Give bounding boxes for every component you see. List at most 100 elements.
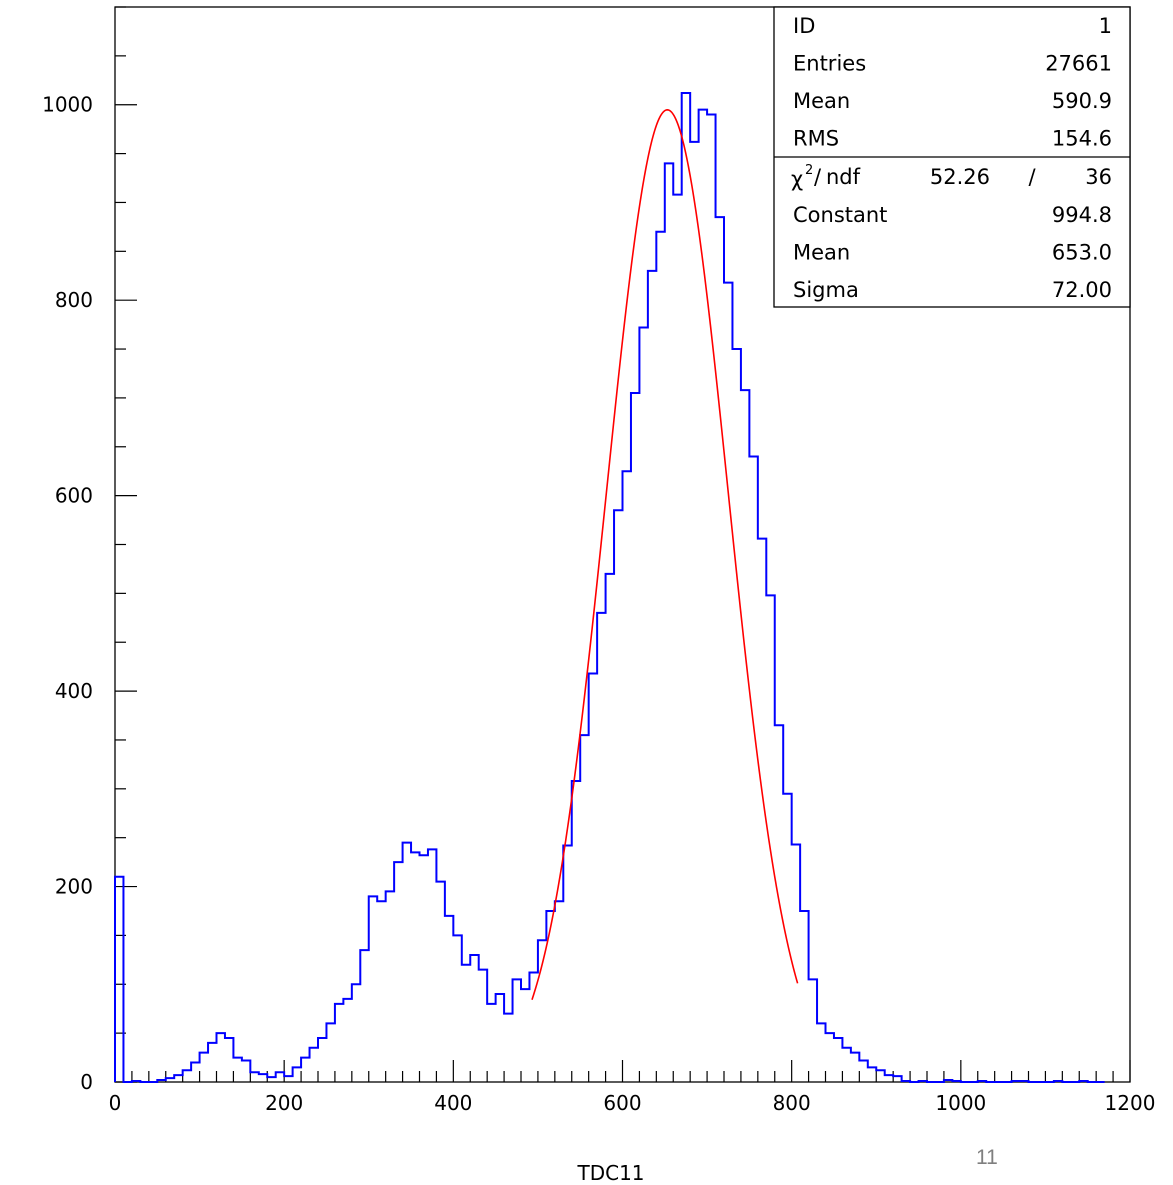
histogram-bin [826,1033,834,1082]
x-axis-ticks: 0 200 400 600 800 1000 1200 [109,1060,1156,1115]
histogram-bin [318,1038,326,1082]
histogram-bin [225,1038,233,1082]
histogram-bin [403,843,411,1082]
histogram-bin [521,989,529,1082]
stats-row-label: Entries [793,52,866,76]
histogram-bin [817,1023,825,1082]
histogram-bin [606,574,614,1082]
x-tick-label: 600 [603,1091,641,1115]
histogram-bin [250,1072,258,1082]
histogram-bin [631,393,639,1082]
fit-row-value: 653.0 [1052,241,1112,265]
histogram-bin [360,950,368,1082]
y-tick-label: 200 [55,875,93,899]
histogram-bin [724,283,732,1082]
histogram-bin [259,1074,267,1082]
x-tick-label: 400 [434,1091,472,1115]
histogram-bin [462,965,470,1082]
histogram-bin [200,1053,208,1082]
histogram-bin [623,471,631,1082]
histogram-bin [343,999,351,1082]
histogram-bin [191,1062,199,1082]
histogram-bin [335,1004,343,1082]
histogram-bin [555,901,563,1082]
y-tick-label: 800 [55,288,93,312]
histogram-line [114,92,1105,1083]
histogram-bin [732,349,740,1082]
histogram-bin [504,1014,512,1082]
chi2-symbol: χ [791,167,803,191]
fit-row-label: Mean [793,241,850,265]
histogram-bin [183,1070,191,1082]
histogram-bin [411,852,419,1082]
histogram-bin [546,911,554,1082]
x-tick-label: 200 [265,1091,303,1115]
histogram-bin [699,110,707,1082]
chi2-ndf-separator: / [1028,165,1036,189]
histogram-bin [377,901,385,1082]
histogram-bin [386,891,394,1082]
x-tick-label: 1200 [1105,1091,1156,1115]
stats-row-value: 590.9 [1052,89,1112,113]
histogram-bin [716,217,724,1082]
histogram-bin [707,115,715,1083]
histogram-bin [766,595,774,1082]
stats-box: ID 1 Entries 27661 Mean 590.9 RMS 154.6 χ 2 ndf… [773,6,1131,308]
histogram-bin [293,1067,301,1082]
histogram-bin [420,855,428,1082]
histogram-bin [208,1043,216,1082]
x-axis-title: TDC11 [576,1161,644,1185]
histogram-bin [242,1061,250,1083]
histogram-bin [834,1038,842,1082]
histogram-bin [496,994,504,1082]
histogram-bin [842,1048,850,1082]
histogram-bin [682,93,690,1082]
histogram-bin [580,735,588,1082]
stats-row-label: ID [793,14,815,38]
histogram-bin [487,1004,495,1082]
histogram-bin [301,1058,309,1082]
histogram-bin [276,1072,284,1082]
stats-rows: ID 1 Entries 27661 Mean 590.9 RMS 154.6 [793,14,1112,151]
slide-number: 11 [976,1146,998,1169]
histogram-bin [589,674,597,1083]
y-tick-label: 1000 [42,93,93,117]
y-axis-ticks: 0 200 400 600 800 1000 [42,6,137,1094]
histogram-bin [470,955,478,1082]
histogram-bin [597,613,605,1082]
histogram-bin [868,1067,876,1082]
gaussian-fit-curve [531,109,799,1000]
histogram-bin [352,984,360,1082]
stats-row-value: 1 [1099,14,1112,38]
fit-row-value: 72.00 [1052,278,1112,302]
histogram-bin [572,781,580,1082]
histogram-bin [310,1048,318,1082]
histogram-bin [800,911,808,1082]
chi2-row: χ 2 ndf / 52.26 / 36 [791,163,1112,191]
histogram-bin [369,896,377,1082]
histogram-bin [665,163,673,1082]
histogram-bin [639,328,647,1082]
histogram-bin [749,457,757,1082]
y-tick-label: 0 [80,1070,93,1094]
fit-row-value: 994.8 [1052,203,1112,227]
histogram-bin [673,195,681,1082]
stats-row-value: 27661 [1045,52,1112,76]
histogram-bin [326,1023,334,1082]
histogram-bin [453,935,461,1082]
fit-row-label: Sigma [793,278,859,302]
histogram-bin [809,979,817,1082]
chi2-value: 52.26 [930,165,990,189]
y-tick-label: 600 [55,484,93,508]
stats-row-label: Mean [793,89,850,113]
histogram-bin [783,794,791,1082]
histogram-bin [217,1033,225,1082]
x-tick-label: 800 [773,1091,811,1115]
histogram-bin [690,142,698,1082]
y-tick-label: 400 [55,679,93,703]
stats-row-label: RMS [793,127,839,151]
histogram-bin [513,979,521,1082]
histogram-bin [479,970,487,1082]
histogram-bin [115,877,123,1082]
